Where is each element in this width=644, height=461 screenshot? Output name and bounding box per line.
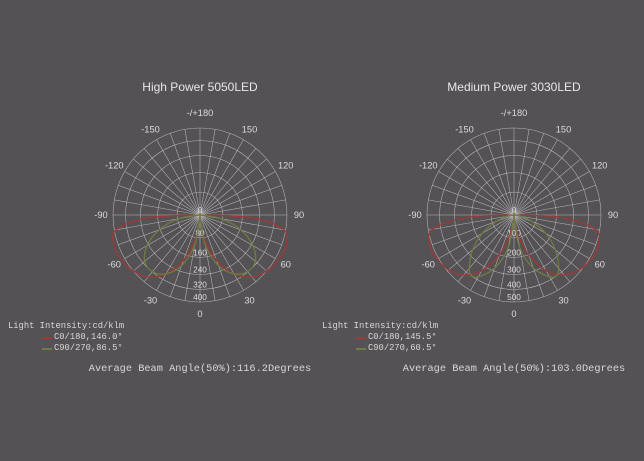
svg-text:-/+180: -/+180 [187,108,214,118]
svg-text:30: 30 [244,296,254,306]
svg-text:200: 200 [507,247,521,257]
svg-text:30: 30 [558,296,568,306]
svg-text:400: 400 [507,279,521,289]
svg-text:-60: -60 [108,260,121,270]
svg-text:120: 120 [592,161,608,171]
svg-text:90: 90 [294,210,304,220]
svg-text:0: 0 [197,309,202,319]
svg-text:150: 150 [242,124,258,134]
svg-text:400: 400 [193,292,207,302]
svg-text:-120: -120 [419,161,438,171]
svg-text:120: 120 [278,161,294,171]
svg-text:60: 60 [281,260,291,270]
svg-text:240: 240 [193,265,207,275]
svg-text:0: 0 [511,309,516,319]
svg-text:320: 320 [193,279,207,289]
svg-text:-120: -120 [105,161,124,171]
svg-text:90: 90 [608,210,618,220]
svg-text:150: 150 [556,124,572,134]
svg-text:300: 300 [507,265,521,275]
svg-text:-90: -90 [408,210,421,220]
svg-text:-60: -60 [422,260,435,270]
svg-text:-150: -150 [141,124,160,134]
svg-text:-150: -150 [455,124,474,134]
svg-text:160: 160 [193,247,207,257]
svg-text:-/+180: -/+180 [501,108,528,118]
svg-text:60: 60 [595,260,605,270]
svg-text:-30: -30 [144,296,157,306]
svg-text:-90: -90 [94,210,107,220]
svg-text:500: 500 [507,292,521,302]
svg-text:-30: -30 [458,296,471,306]
